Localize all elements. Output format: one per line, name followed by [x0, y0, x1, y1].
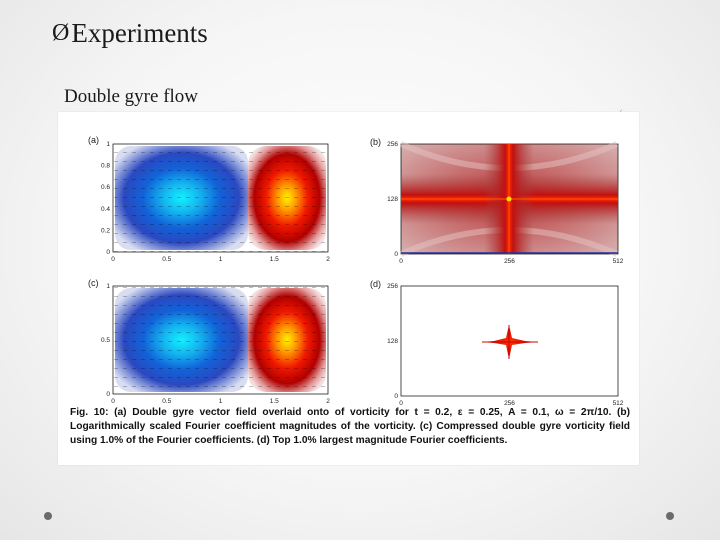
y-tick-label: 0: [106, 249, 110, 256]
x-tick-label: 1: [219, 256, 223, 263]
y-tick-label: 0.8: [101, 163, 110, 170]
y-tick-label: 0.4: [101, 206, 110, 213]
y-tick-label: 0.2: [101, 227, 110, 234]
slide-dot-right: [666, 512, 674, 520]
panel-label: (a): [88, 135, 99, 145]
panel-d: [400, 285, 619, 397]
y-tick-label: 0: [394, 393, 398, 400]
y-tick-label: 256: [387, 141, 398, 148]
y-tick-label: 0.6: [101, 184, 110, 191]
x-tick-label: 1.5: [270, 398, 279, 405]
x-tick-label: 512: [613, 258, 624, 265]
title-bullet-icon: Ø: [52, 20, 70, 46]
x-tick-label: 256: [504, 258, 515, 265]
y-tick-label: 0: [394, 251, 398, 258]
figure-caption: Fig. 10: (a) Double gyre vector field ov…: [70, 407, 630, 446]
x-tick-label: 0: [399, 400, 403, 407]
y-tick-label: 0.5: [101, 337, 110, 344]
panel-b: [399, 141, 619, 257]
panel-label: (d): [370, 279, 381, 289]
x-tick-label: 0: [111, 256, 115, 263]
x-tick-label: 512: [613, 400, 624, 407]
slide-subtitle: Double gyre flow: [64, 86, 199, 107]
x-tick-label: 0: [111, 398, 115, 405]
y-tick-label: 1: [106, 141, 110, 148]
figure: (a) (b) (c) (d) 0 0.5 1 1.5 2 0 0.2 0.4 0.6 0.8 1 0…: [58, 112, 639, 465]
panel-label: (b): [370, 137, 381, 147]
y-tick-label: 1: [106, 283, 110, 290]
slide-dot-left: [44, 512, 52, 520]
slide-title: Ø Experiments: [52, 18, 208, 49]
x-tick-label: 0.5: [162, 398, 171, 405]
y-tick-label: 128: [387, 338, 398, 345]
panel-c: [112, 285, 329, 395]
x-tick-label: 1: [219, 398, 223, 405]
y-tick-label: 128: [387, 196, 398, 203]
slide-title-text: Experiments: [71, 18, 208, 48]
y-tick-label: 0: [106, 391, 110, 398]
y-tick-label: 256: [387, 283, 398, 290]
panel-label: (c): [88, 278, 99, 288]
x-tick-label: 0.5: [162, 256, 171, 263]
x-tick-label: 2: [326, 398, 330, 405]
x-tick-label: 256: [504, 400, 515, 407]
panel-a: [112, 143, 329, 253]
figure-panels: (a) (b) (c) (d) 0 0.5 1 1.5 2 0 0.2 0.4 0.6 0.8 1 0…: [88, 135, 624, 407]
x-tick-label: 2: [326, 256, 330, 263]
x-tick-label: 0: [399, 258, 403, 265]
x-tick-label: 1.5: [270, 256, 279, 263]
